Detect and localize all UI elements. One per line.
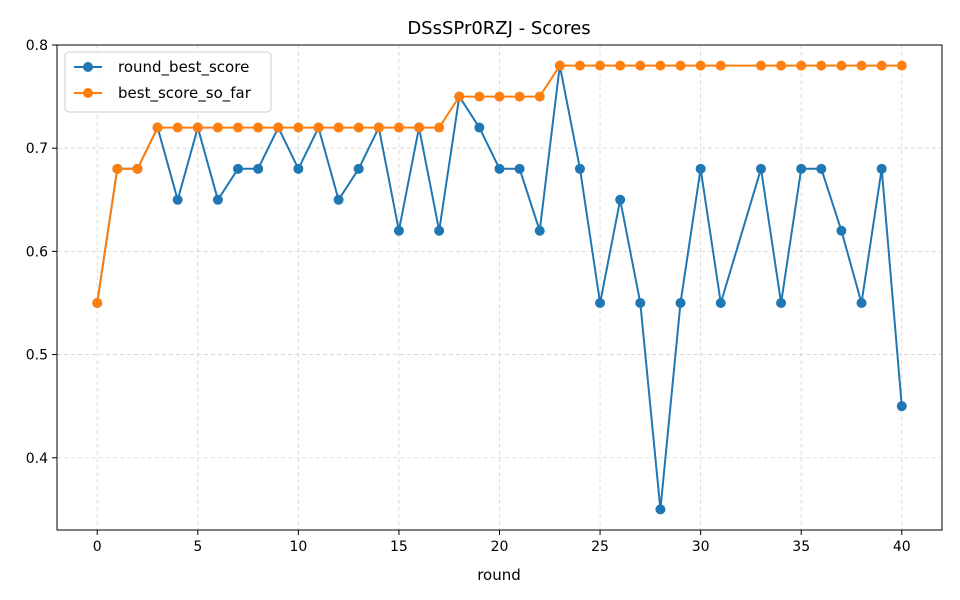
data-point-best-score-so-far — [534, 91, 545, 102]
data-point-round-best-score — [474, 122, 485, 133]
series-layer — [92, 60, 907, 515]
data-point-round-best-score — [836, 225, 847, 236]
data-point-best-score-so-far — [876, 60, 887, 71]
data-point-best-score-so-far — [896, 60, 907, 71]
data-point-best-score-so-far — [856, 60, 867, 71]
data-point-best-score-so-far — [454, 91, 465, 102]
chart-title: DSsSPr0RZJ - Scores — [407, 18, 590, 39]
legend-marker-best-score-so-far — [83, 88, 93, 98]
data-point-best-score-so-far — [695, 60, 706, 71]
data-point-round-best-score — [776, 297, 787, 308]
legend-marker-round-best-score — [83, 62, 93, 72]
data-point-round-best-score — [534, 225, 545, 236]
data-point-round-best-score — [293, 163, 304, 174]
data-point-best-score-so-far — [655, 60, 666, 71]
data-point-round-best-score — [514, 163, 525, 174]
series-line-best-score-so-far — [96, 64, 902, 304]
data-point-best-score-so-far — [293, 122, 304, 133]
data-point-best-score-so-far — [796, 60, 807, 71]
data-point-best-score-so-far — [595, 60, 606, 71]
data-point-round-best-score — [896, 401, 907, 412]
data-point-round-best-score — [253, 163, 264, 174]
data-point-round-best-score — [615, 194, 626, 205]
x-tick-label: 5 — [193, 539, 202, 555]
legend: round_best_score best_score_so_far — [64, 51, 272, 113]
x-tick-label: 40 — [893, 539, 911, 555]
data-point-round-best-score — [172, 194, 183, 205]
y-tick-label: 0.8 — [26, 38, 48, 54]
data-point-best-score-so-far — [675, 60, 686, 71]
data-point-round-best-score — [494, 163, 505, 174]
data-point-round-best-score — [755, 163, 766, 174]
x-tick-label: 20 — [491, 539, 509, 555]
data-point-best-score-so-far — [494, 91, 505, 102]
x-tick-label: 35 — [792, 539, 810, 555]
data-point-round-best-score — [233, 163, 244, 174]
data-point-round-best-score — [635, 297, 646, 308]
data-point-best-score-so-far — [816, 60, 827, 71]
x-tick-label: 0 — [93, 539, 102, 555]
data-point-best-score-so-far — [776, 60, 787, 71]
data-point-best-score-so-far — [233, 122, 244, 133]
data-point-best-score-so-far — [393, 122, 404, 133]
data-point-round-best-score — [574, 163, 585, 174]
data-point-round-best-score — [856, 297, 867, 308]
data-point-best-score-so-far — [273, 122, 284, 133]
data-point-best-score-so-far — [635, 60, 646, 71]
data-point-round-best-score — [715, 297, 726, 308]
y-tick-label: 0.6 — [26, 244, 48, 260]
data-point-best-score-so-far — [212, 122, 223, 133]
data-point-round-best-score — [393, 225, 404, 236]
data-point-best-score-so-far — [353, 122, 364, 133]
series-line-round-best-score — [96, 64, 903, 511]
data-point-round-best-score — [333, 194, 344, 205]
y-tick-label: 0.7 — [26, 141, 48, 157]
x-tick-label: 30 — [692, 539, 710, 555]
data-point-best-score-so-far — [474, 91, 485, 102]
data-point-round-best-score — [212, 194, 223, 205]
data-point-best-score-so-far — [192, 122, 203, 133]
data-point-best-score-so-far — [574, 60, 585, 71]
data-point-best-score-so-far — [554, 60, 565, 71]
y-tick-label: 0.4 — [26, 451, 48, 467]
legend-label-round-best-score: round_best_score — [118, 58, 249, 77]
data-point-best-score-so-far — [373, 122, 384, 133]
data-point-best-score-so-far — [514, 91, 525, 102]
data-point-round-best-score — [695, 163, 706, 174]
x-tick-label: 10 — [289, 539, 307, 555]
data-point-best-score-so-far — [755, 60, 766, 71]
data-point-best-score-so-far — [313, 122, 324, 133]
grid-lines — [57, 44, 942, 530]
data-point-round-best-score — [595, 297, 606, 308]
data-point-best-score-so-far — [414, 122, 425, 133]
data-point-best-score-so-far — [715, 60, 726, 71]
data-point-round-best-score — [876, 163, 887, 174]
data-point-round-best-score — [796, 163, 807, 174]
data-point-round-best-score — [434, 225, 445, 236]
data-point-best-score-so-far — [112, 163, 123, 174]
data-point-best-score-so-far — [836, 60, 847, 71]
data-point-best-score-so-far — [152, 122, 163, 133]
data-point-best-score-so-far — [333, 122, 344, 133]
y-tick-label: 0.5 — [26, 348, 48, 364]
data-point-round-best-score — [353, 163, 364, 174]
data-point-best-score-so-far — [434, 122, 445, 133]
data-point-best-score-so-far — [92, 297, 103, 308]
axis-ticks: 0 5 10 15 20 25 30 35 40 0.4 0.5 0.6 0.7 0.8 — [26, 38, 911, 555]
legend-box — [64, 51, 272, 113]
x-tick-label: 25 — [591, 539, 609, 555]
data-point-best-score-so-far — [132, 163, 143, 174]
data-point-best-score-so-far — [615, 60, 626, 71]
data-point-round-best-score — [655, 504, 666, 515]
x-tick-label: 15 — [390, 539, 408, 555]
x-axis-label: round — [477, 566, 521, 584]
data-point-round-best-score — [816, 163, 827, 174]
data-point-round-best-score — [675, 297, 686, 308]
data-point-best-score-so-far — [172, 122, 183, 133]
data-point-best-score-so-far — [253, 122, 264, 133]
legend-label-best-score-so-far: best_score_so_far — [118, 84, 252, 103]
